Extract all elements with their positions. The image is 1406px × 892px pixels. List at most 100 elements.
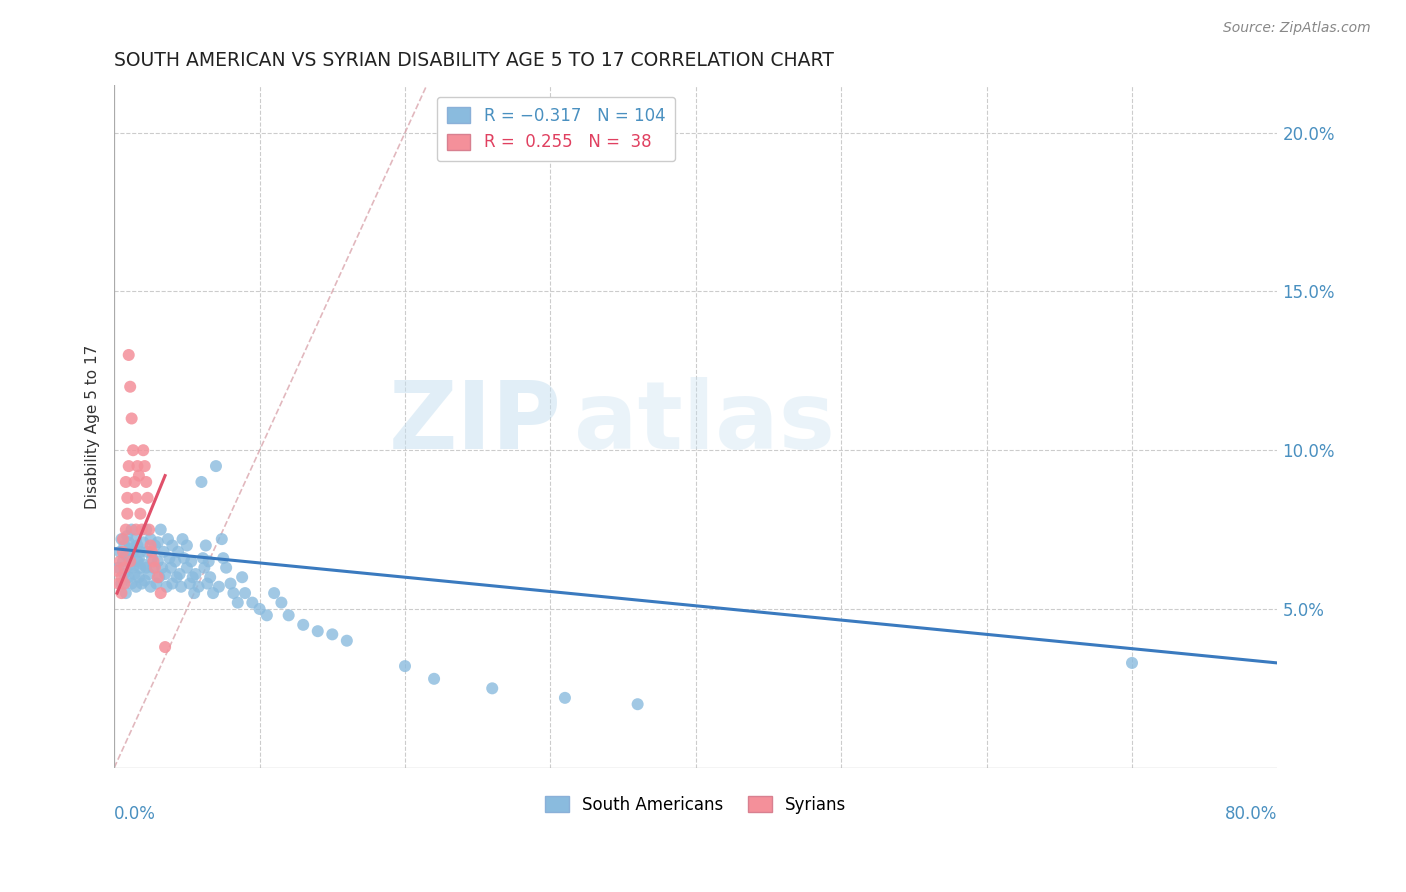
Point: [110, 586, 132, 600]
Point: [292, 617, 315, 632]
Point: [110, 570, 132, 584]
Point: [172, 532, 194, 546]
Point: [120, 380, 142, 394]
Point: [111, 532, 134, 546]
Point: [307, 624, 329, 639]
Point: [112, 539, 135, 553]
Point: [173, 551, 195, 566]
Text: ZIP: ZIP: [389, 377, 562, 469]
Point: [143, 560, 166, 574]
Point: [128, 468, 150, 483]
Point: [191, 551, 214, 566]
Point: [122, 560, 145, 574]
Point: [107, 560, 129, 574]
Point: [184, 567, 207, 582]
Point: [152, 545, 174, 559]
Point: [231, 570, 253, 584]
Point: [134, 574, 156, 588]
Point: [481, 681, 503, 696]
Point: [135, 560, 157, 574]
Point: [118, 535, 141, 549]
Point: [120, 558, 142, 572]
Point: [142, 554, 165, 568]
Point: [146, 535, 169, 549]
Point: [160, 560, 183, 574]
Point: [233, 586, 256, 600]
Point: [167, 545, 190, 559]
Point: [125, 491, 148, 505]
Point: [121, 576, 143, 591]
Point: [159, 551, 181, 566]
Point: [215, 560, 238, 574]
Point: [135, 523, 157, 537]
Point: [127, 539, 149, 553]
Point: [134, 459, 156, 474]
Point: [183, 586, 205, 600]
Point: [263, 586, 285, 600]
Point: [139, 532, 162, 546]
Point: [169, 567, 191, 582]
Point: [136, 545, 159, 559]
Legend: South Americans, Syrians: South Americans, Syrians: [538, 789, 853, 821]
Point: [321, 627, 343, 641]
Point: [145, 576, 167, 591]
Point: [114, 586, 136, 600]
Point: [150, 560, 173, 574]
Point: [118, 348, 141, 362]
Point: [187, 580, 209, 594]
Point: [197, 554, 219, 568]
Point: [121, 523, 143, 537]
Point: [128, 570, 150, 584]
Point: [125, 580, 148, 594]
Point: [627, 697, 650, 711]
Point: [117, 491, 139, 505]
Point: [149, 586, 172, 600]
Point: [121, 411, 143, 425]
Point: [131, 576, 153, 591]
Point: [142, 560, 165, 574]
Point: [114, 475, 136, 489]
Point: [127, 554, 149, 568]
Point: [155, 580, 177, 594]
Point: [195, 576, 218, 591]
Point: [129, 560, 152, 574]
Point: [1121, 656, 1143, 670]
Point: [156, 532, 179, 546]
Point: [143, 539, 166, 553]
Point: [112, 567, 135, 582]
Point: [112, 576, 135, 591]
Point: [205, 459, 228, 474]
Point: [132, 535, 155, 549]
Point: [124, 567, 146, 582]
Point: [136, 491, 159, 505]
Point: [114, 548, 136, 562]
Point: [122, 545, 145, 559]
Point: [194, 539, 217, 553]
Point: [105, 564, 128, 578]
Point: [270, 596, 292, 610]
Point: [125, 532, 148, 546]
Point: [176, 560, 198, 574]
Text: 0.0%: 0.0%: [114, 805, 156, 823]
Point: [165, 554, 187, 568]
Point: [118, 551, 141, 566]
Point: [138, 567, 160, 582]
Point: [211, 532, 233, 546]
Point: [148, 570, 170, 584]
Point: [423, 672, 446, 686]
Point: [132, 443, 155, 458]
Point: [170, 580, 193, 594]
Point: [208, 580, 231, 594]
Point: [149, 523, 172, 537]
Text: 80.0%: 80.0%: [1225, 805, 1278, 823]
Point: [129, 507, 152, 521]
Text: atlas: atlas: [574, 377, 835, 469]
Point: [138, 523, 160, 537]
Point: [141, 551, 163, 566]
Point: [336, 633, 359, 648]
Point: [118, 459, 141, 474]
Text: SOUTH AMERICAN VS SYRIAN DISABILITY AGE 5 TO 17 CORRELATION CHART: SOUTH AMERICAN VS SYRIAN DISABILITY AGE …: [114, 51, 834, 70]
Point: [554, 690, 576, 705]
Point: [112, 560, 135, 574]
Point: [240, 596, 263, 610]
